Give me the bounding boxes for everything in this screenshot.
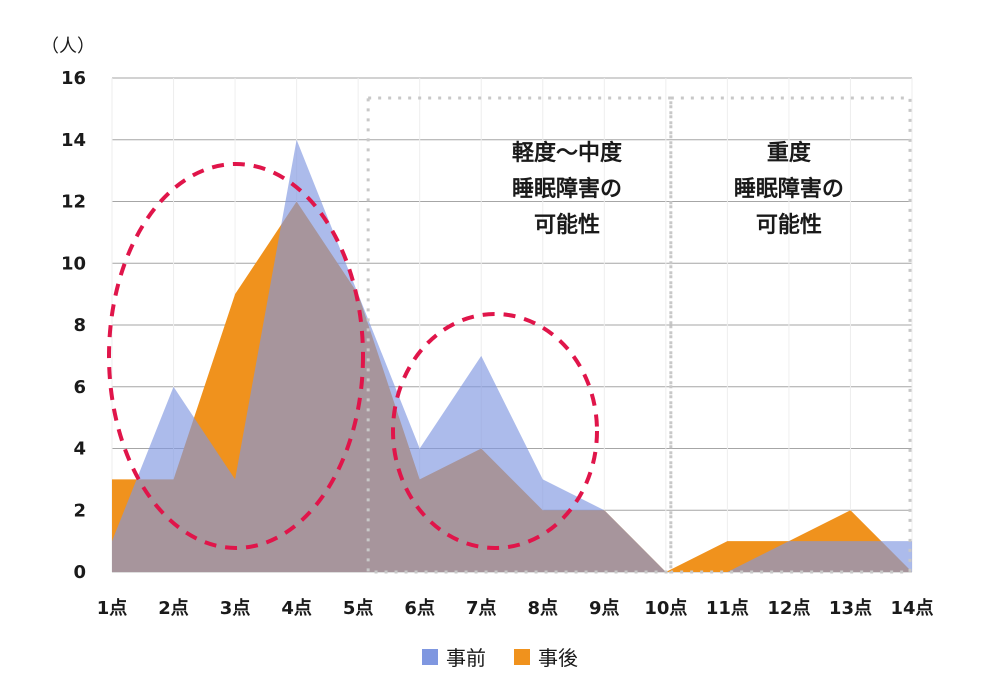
x-tick-label: 5点	[343, 597, 374, 619]
x-tick-label: 7点	[466, 597, 497, 619]
y-tick-label: 6	[73, 377, 86, 398]
legend-label-before: 事前	[446, 646, 486, 670]
x-tick-label: 10点	[644, 597, 687, 619]
legend-item-before: 事前	[422, 642, 486, 671]
area-chart: （人） 0 2 4 6 8 10 12 14 16 1点 2点 3点 4点 5点 6点 7点 8点 9点 10点 11点…	[41, 36, 934, 619]
legend-swatch-after	[514, 648, 530, 665]
y-tick-label: 4	[73, 439, 86, 460]
y-tick-label: 0	[73, 562, 86, 583]
annotation-severe-line: 睡眠障害の	[734, 176, 844, 202]
y-tick-label: 12	[61, 192, 86, 213]
highlight-ellipse-left	[107, 162, 365, 550]
x-tick-label: 2点	[158, 597, 189, 619]
x-tick-label: 6点	[404, 597, 435, 619]
x-tick-label: 14点	[890, 597, 933, 619]
y-tick-label: 16	[61, 68, 86, 89]
legend: 事前 事後	[0, 642, 1000, 671]
x-tick-label: 4点	[281, 597, 312, 619]
annotation-severe-line: 重度	[767, 140, 812, 166]
x-tick-label: 11点	[706, 597, 749, 619]
legend-swatch-before	[422, 648, 438, 665]
annotation-severe-line: 可能性	[756, 212, 822, 238]
legend-item-after: 事後	[514, 642, 578, 671]
x-tick-label: 8点	[528, 597, 559, 619]
area-series-before	[112, 139, 912, 572]
x-tick-label: 3点	[220, 597, 251, 619]
severe-region-box	[669, 96, 912, 574]
y-tick-label: 8	[73, 315, 86, 336]
annotation-mild-moderate-line: 軽度〜中度	[512, 140, 623, 166]
y-tick-label: 14	[61, 130, 86, 151]
x-tick-label: 9点	[589, 597, 620, 619]
x-tick-label: 13点	[829, 597, 872, 619]
annotation-mild-moderate-line: 可能性	[534, 212, 600, 238]
annotation-mild-moderate-line: 睡眠障害の	[512, 176, 622, 202]
x-tick-label: 12点	[767, 597, 810, 619]
x-tick-label: 1点	[97, 597, 128, 619]
y-tick-label: 10	[61, 253, 86, 274]
legend-label-after: 事後	[538, 646, 578, 670]
y-unit-label: （人）	[41, 36, 95, 57]
highlight-ellipse-middle	[391, 312, 599, 550]
mild-moderate-region-box	[366, 96, 673, 574]
y-tick-label: 2	[73, 500, 86, 521]
